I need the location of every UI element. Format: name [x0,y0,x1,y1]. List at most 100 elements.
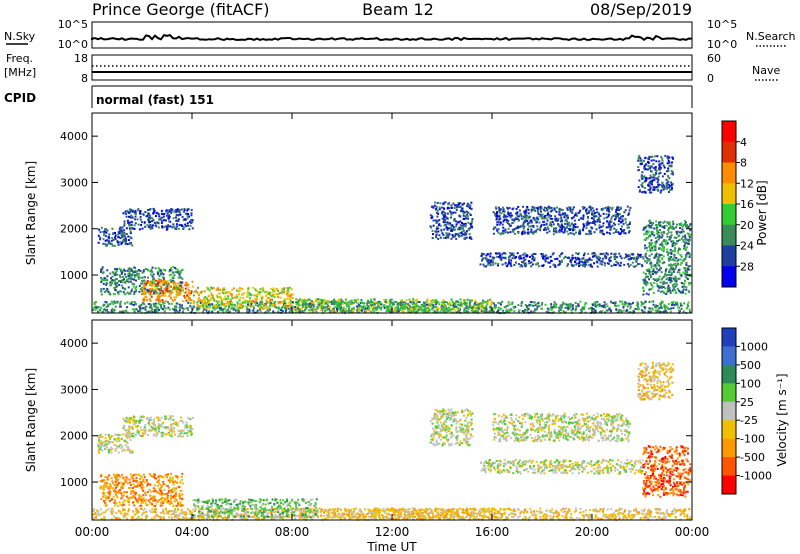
data-cell [466,302,469,305]
data-cell [219,288,222,291]
data-cell [183,295,186,297]
data-cell [463,309,466,312]
data-cell [512,254,515,257]
data-cell [157,281,160,283]
data-cell [184,218,186,221]
data-cell [114,301,117,304]
data-cell [116,301,119,304]
data-cell [677,269,680,272]
data-cell [174,267,177,269]
data-cell [363,302,366,305]
data-cell [605,303,608,306]
data-cell [685,286,688,289]
data-cell [602,233,605,236]
data-cell [425,303,428,306]
data-cell [405,299,408,302]
data-cell [677,262,679,265]
data-cell [670,251,673,254]
data-cell [139,270,142,272]
data-cell [529,301,532,303]
data-cell [310,300,313,303]
data-cell [178,218,180,221]
data-cell [455,206,458,209]
data-cell [320,304,323,307]
data-cell [682,238,685,241]
data-cell [162,292,165,295]
data-cell [113,286,116,289]
data-cell [638,154,641,157]
data-cell [119,281,122,283]
colorbar-tick-label: 4 [740,136,747,149]
data-cell [535,229,538,232]
data-cell [234,296,237,299]
data-cell [143,222,146,225]
data-cell [187,224,189,227]
data-cell [337,301,340,304]
data-cell [212,306,215,309]
data-cell [409,307,412,310]
data-cell [130,268,133,271]
data-cell [304,309,307,311]
data-cell [220,300,223,303]
data-cell [228,306,231,308]
data-cell [135,288,137,291]
data-cell [490,309,493,311]
data-cell [562,231,565,234]
data-cell [684,271,687,274]
data-cell [138,269,140,271]
data-cell [123,229,126,232]
data-cell [271,303,274,306]
data-cell [270,295,273,298]
data-cell [180,270,182,272]
data-cell [684,267,687,269]
data-cell [135,303,137,306]
data-cell [173,210,176,213]
data-cell [495,215,497,218]
data-cell [659,163,662,165]
data-cell [523,225,526,228]
data-cell [682,235,684,238]
data-cell [183,292,186,295]
data-cell [296,309,299,312]
data-cell [254,294,257,297]
data-cell [580,308,583,311]
data-cell [680,230,683,233]
data-cell [665,281,668,284]
data-cell [652,159,655,162]
data-cell [341,302,344,305]
data-cell [380,306,383,309]
data-cell [504,252,507,255]
data-cell [300,307,303,310]
data-cell [628,255,631,258]
data-cell [480,310,483,312]
data-cell [642,257,645,260]
data-cell [323,306,326,309]
data-cell [396,310,399,313]
data-cell [655,224,658,227]
data-cell [513,232,516,235]
data-cell [487,262,490,265]
data-cell [449,302,452,305]
beam-title: Beam 12 [362,0,434,19]
data-cell [158,275,161,278]
data-cell [643,190,646,193]
data-cell [496,211,498,214]
data-cell [612,232,615,235]
data-cell [644,278,646,281]
data-cell [146,224,149,227]
data-cell [650,310,652,313]
data-cell [501,256,504,259]
data-cell [572,224,575,227]
data-cell [624,221,627,224]
data-cell [133,293,136,295]
data-cell [676,301,679,304]
data-cell [670,234,673,237]
data-cell [163,287,166,290]
data-cell [558,231,561,234]
data-cell [452,202,455,205]
data-cell [104,279,107,281]
data-cell [482,302,485,305]
data-cell [561,303,564,306]
data-cell [122,212,125,215]
data-cell [558,229,561,232]
